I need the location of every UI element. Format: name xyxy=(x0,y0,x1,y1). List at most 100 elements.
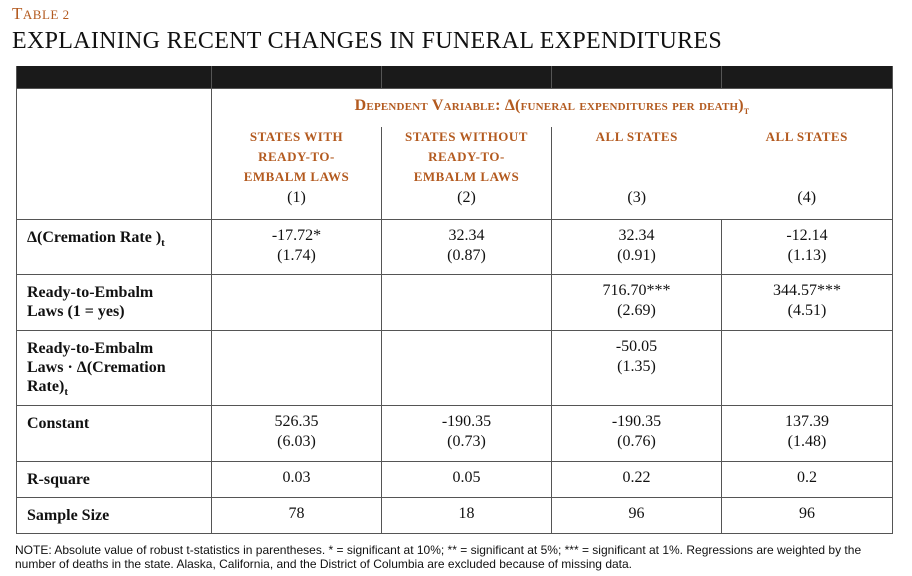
column-header-line: ALL STATES xyxy=(595,129,678,144)
table-cell: 137.39 (1.48) xyxy=(721,405,893,462)
t-statistic: (0.73) xyxy=(447,433,486,450)
header-bar-cell xyxy=(551,66,722,89)
column-number: (2) xyxy=(457,189,476,206)
column-header-line: EMBALM LAWS xyxy=(243,169,350,184)
table-cell: -190.35 (0.73) xyxy=(381,405,552,462)
column-header: STATES WITH READY-TO- EMBALM LAWS (1) xyxy=(211,127,382,220)
coefficient: 137.39 xyxy=(785,413,829,430)
table-cell: -17.72* (1.74) xyxy=(211,219,382,275)
table-row: Δ(Cremation Rate )t -17.72* (1.74) 32.34 (… xyxy=(16,219,893,275)
table-cell xyxy=(381,274,552,331)
value: 0.03 xyxy=(282,469,311,486)
table-cell: 18 xyxy=(381,497,552,534)
coefficient: 526.35 xyxy=(274,413,319,430)
t-statistic: (1.35) xyxy=(617,358,656,375)
dependent-variable-cell: Dependent Variable: Δ(funeral expenditur… xyxy=(211,88,893,127)
empty-corner-cell xyxy=(16,127,212,220)
row-label-line: Sample Size xyxy=(27,507,110,524)
value: 18 xyxy=(458,505,475,522)
table-label: TABLE 2 xyxy=(12,4,70,24)
table-row: Ready-to-Embalm Laws (1 = yes) 716.70*** (… xyxy=(16,274,893,331)
table-row: Ready-to-Embalm Laws · Δ(Cremation Rate)t … xyxy=(16,330,893,406)
column-header-line: READY-TO- xyxy=(258,149,335,164)
t-statistic: (6.03) xyxy=(277,433,316,450)
dependent-variable-title: Dependent Variable: Δ(funeral expenditur… xyxy=(212,89,892,127)
table-cell: 78 xyxy=(211,497,382,534)
coefficient: -190.35 xyxy=(611,413,662,430)
coefficient: -12.14 xyxy=(786,227,828,244)
t-statistic: (0.76) xyxy=(617,433,656,450)
row-label-line: Rate) xyxy=(27,378,65,395)
table-cell: -12.14 (1.13) xyxy=(721,219,893,275)
table-note: NOTE: Absolute value of robust t-statist… xyxy=(15,543,862,571)
dependent-variable-subscript: t xyxy=(743,105,750,118)
empty-corner-cell xyxy=(16,88,212,127)
column-header: ALL STATES (3) xyxy=(551,127,722,220)
table-cell xyxy=(381,330,552,406)
t-statistic: (1.74) xyxy=(277,247,316,264)
row-label: Ready-to-Embalm Laws (1 = yes) xyxy=(16,274,212,331)
coefficient: 344.57*** xyxy=(773,282,841,299)
row-label-line: Laws · Δ(Cremation xyxy=(27,359,166,376)
table-cell: 32.34 (0.91) xyxy=(551,219,722,275)
t-statistic: (0.91) xyxy=(617,247,656,264)
table-cell: 0.03 xyxy=(211,461,382,498)
column-number: (3) xyxy=(627,189,647,206)
column-header: STATES WITHOUT READY-TO- EMBALM LAWS (2) xyxy=(381,127,552,220)
table-cell: -50.05 (1.35) xyxy=(551,330,722,406)
table-header-bar xyxy=(16,66,893,89)
table-cell: 0.05 xyxy=(381,461,552,498)
column-header-line: STATES WITHOUT xyxy=(405,129,528,144)
table-cell: 716.70*** (2.69) xyxy=(551,274,722,331)
row-label-line: Ready-to-Embalm xyxy=(27,284,154,301)
table-cell xyxy=(721,330,893,406)
table-cell: 0.22 xyxy=(551,461,722,498)
regression-table: Dependent Variable: Δ(funeral expenditur… xyxy=(16,66,893,534)
column-headers-row: STATES WITH READY-TO- EMBALM LAWS (1) STAT… xyxy=(16,127,893,220)
dependent-variable-row: Dependent Variable: Δ(funeral expenditur… xyxy=(16,88,893,127)
table-cell: 344.57*** (4.51) xyxy=(721,274,893,331)
t-statistic: (0.87) xyxy=(447,247,486,264)
coefficient: -17.72* xyxy=(271,227,322,244)
column-header-line: ALL STATES xyxy=(765,129,848,144)
row-label: Sample Size xyxy=(16,497,212,534)
coefficient: 32.34 xyxy=(618,227,655,244)
row-label: Constant xyxy=(16,405,212,462)
column-number: (4) xyxy=(797,189,817,206)
table-cell: 96 xyxy=(721,497,893,534)
table-cell: 526.35 (6.03) xyxy=(211,405,382,462)
value: 96 xyxy=(628,505,645,522)
header-bar-cell xyxy=(381,66,552,89)
header-bar-cell xyxy=(721,66,893,89)
column-header-line: EMBALM LAWS xyxy=(413,169,520,184)
coefficient: 32.34 xyxy=(448,227,485,244)
row-label-subscript: t xyxy=(64,386,68,399)
t-statistic: (4.51) xyxy=(787,302,827,319)
row-label: Δ(Cremation Rate )t xyxy=(16,219,212,275)
table-label-rest: ABLE 2 xyxy=(22,7,70,22)
table-row: Constant 526.35 (6.03) -190.35 (0.73) -190… xyxy=(16,405,893,462)
row-label-line: Constant xyxy=(27,415,90,432)
row-label-line: R-square xyxy=(27,471,90,488)
header-bar-cell xyxy=(16,66,212,89)
column-number: (1) xyxy=(287,189,306,206)
table-cell xyxy=(211,330,382,406)
row-label-line: Ready-to-Embalm xyxy=(27,340,154,357)
value: 0.22 xyxy=(622,469,651,486)
row-label-subscript: t xyxy=(161,237,165,250)
table-row: R-square 0.03 0.05 0.22 0.2 xyxy=(16,461,893,498)
coefficient: 716.70*** xyxy=(602,282,671,299)
header-bar-cell xyxy=(211,66,382,89)
dependent-variable-text: Dependent Variable: Δ(funeral expenditur… xyxy=(354,97,744,114)
table-cell: 0.2 xyxy=(721,461,893,498)
table-cell xyxy=(211,274,382,331)
row-label: R-square xyxy=(16,461,212,498)
value: 0.2 xyxy=(797,469,817,486)
table-cell: -190.35 (0.76) xyxy=(551,405,722,462)
table-row: Sample Size 78 18 96 96 xyxy=(16,497,893,534)
coefficient: -190.35 xyxy=(441,413,492,430)
row-label-line: Δ(Cremation Rate ) xyxy=(27,229,162,246)
table-cell: 96 xyxy=(551,497,722,534)
row-label: Ready-to-Embalm Laws · Δ(Cremation Rate)t xyxy=(16,330,212,406)
column-header-line: STATES WITH xyxy=(249,129,344,144)
